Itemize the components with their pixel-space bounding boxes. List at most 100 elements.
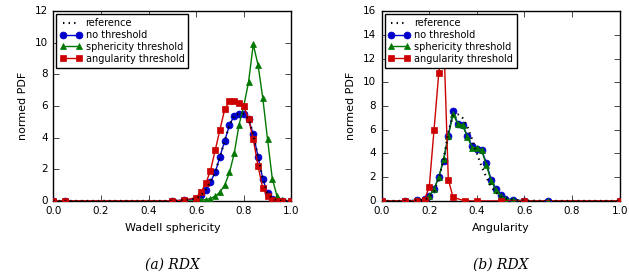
- no threshold: [459, 123, 466, 127]
- angularity threshold: [181, 198, 188, 202]
- no threshold: [216, 155, 224, 158]
- no threshold: [235, 112, 243, 116]
- Line: sphericity threshold: sphericity threshold: [378, 111, 623, 204]
- no threshold: [509, 198, 516, 202]
- Legend: reference, no threshold, sphericity threshold, angularity threshold: reference, no threshold, sphericity thre…: [384, 14, 516, 68]
- sphericity threshold: [440, 158, 447, 161]
- reference: [521, 199, 528, 202]
- no threshold: [254, 155, 262, 158]
- reference: [207, 180, 214, 184]
- no threshold: [378, 199, 386, 203]
- reference: [414, 199, 421, 202]
- reference: [435, 178, 443, 181]
- reference: [245, 117, 252, 120]
- reference: [273, 199, 281, 202]
- reference: [545, 199, 552, 203]
- no threshold: [202, 188, 209, 191]
- sphericity threshold: [216, 191, 224, 194]
- angularity threshold: [269, 198, 276, 202]
- angularity threshold: [254, 164, 262, 168]
- no threshold: [278, 199, 286, 203]
- angularity threshold: [264, 195, 271, 198]
- sphericity threshold: [250, 43, 257, 46]
- sphericity threshold: [459, 123, 466, 127]
- reference: [226, 123, 233, 127]
- no threshold: [464, 134, 471, 137]
- sphericity threshold: [240, 104, 248, 108]
- angularity threshold: [216, 128, 224, 131]
- no threshold: [269, 197, 276, 200]
- no threshold: [259, 177, 267, 181]
- reference: [430, 190, 438, 193]
- angularity threshold: [440, 31, 447, 34]
- no threshold: [414, 199, 421, 202]
- reference: [278, 199, 286, 203]
- reference: [425, 196, 433, 199]
- angularity threshold: [169, 199, 176, 203]
- reference: [202, 188, 209, 191]
- sphericity threshold: [545, 199, 552, 203]
- no threshold: [487, 178, 495, 181]
- reference: [473, 152, 481, 155]
- no threshold: [430, 187, 438, 191]
- sphericity threshold: [269, 177, 276, 181]
- reference: [509, 198, 516, 201]
- reference: [216, 155, 224, 158]
- no threshold: [250, 133, 257, 136]
- angularity threshold: [414, 199, 421, 203]
- reference: [378, 199, 386, 203]
- reference: [440, 158, 447, 161]
- Line: angularity threshold: angularity threshold: [378, 29, 623, 204]
- no threshold: [273, 199, 281, 202]
- no threshold: [207, 180, 214, 184]
- no threshold: [482, 161, 490, 165]
- no threshold: [501, 197, 509, 200]
- reference: [501, 197, 509, 200]
- Y-axis label: normed PDF: normed PDF: [346, 72, 356, 140]
- sphericity threshold: [254, 63, 262, 67]
- reference: [192, 197, 200, 200]
- angularity threshold: [435, 71, 443, 74]
- no threshold: [226, 123, 233, 127]
- angularity threshold: [430, 128, 438, 131]
- no threshold: [616, 199, 623, 203]
- sphericity threshold: [616, 199, 623, 203]
- no threshold: [440, 159, 447, 162]
- no threshold: [264, 191, 271, 195]
- angularity threshold: [250, 138, 257, 141]
- reference: [230, 114, 238, 117]
- reference: [421, 198, 428, 201]
- reference: [169, 199, 176, 203]
- Line: sphericity threshold: sphericity threshold: [50, 41, 295, 204]
- no threshold: [245, 117, 252, 120]
- no threshold: [435, 175, 443, 179]
- no threshold: [197, 194, 204, 197]
- no threshold: [478, 148, 486, 151]
- Line: no threshold: no threshold: [50, 110, 295, 204]
- no threshold: [287, 199, 295, 203]
- reference: [464, 124, 471, 128]
- X-axis label: Angularity: Angularity: [472, 223, 530, 233]
- angularity threshold: [240, 104, 248, 108]
- reference: [469, 138, 476, 141]
- sphericity threshold: [62, 199, 69, 203]
- sphericity threshold: [264, 138, 271, 141]
- angularity threshold: [245, 117, 252, 120]
- sphericity threshold: [211, 194, 219, 198]
- no threshold: [211, 171, 219, 174]
- no threshold: [492, 187, 499, 191]
- angularity threshold: [259, 187, 267, 190]
- angularity threshold: [273, 199, 281, 202]
- angularity threshold: [230, 100, 238, 103]
- sphericity threshold: [202, 198, 209, 201]
- Legend: reference, no threshold, sphericity threshold, angularity threshold: reference, no threshold, sphericity thre…: [57, 14, 188, 68]
- no threshold: [445, 134, 452, 137]
- angularity threshold: [461, 199, 469, 203]
- sphericity threshold: [469, 146, 476, 149]
- sphericity threshold: [230, 152, 238, 155]
- angularity threshold: [207, 169, 214, 172]
- sphericity threshold: [273, 194, 281, 198]
- sphericity threshold: [414, 199, 421, 202]
- sphericity threshold: [221, 183, 228, 187]
- reference: [616, 199, 623, 203]
